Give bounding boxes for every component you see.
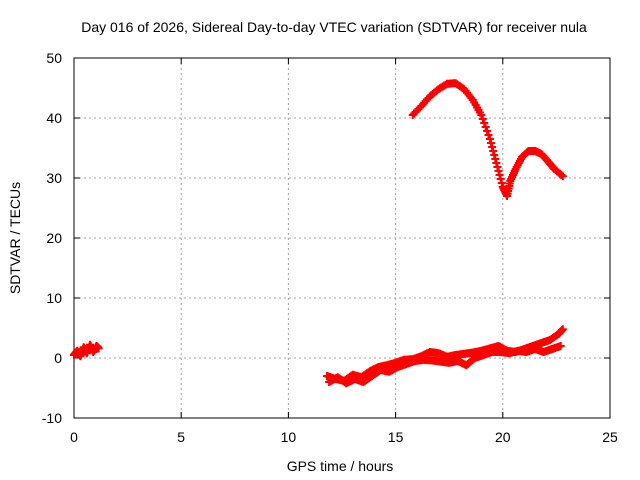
x-axis-tick-labels: 0 5 10 15 20 25: [70, 429, 618, 445]
y-tick-label: 0: [54, 350, 62, 366]
data-point: [485, 135, 494, 143]
y-tick-label: 20: [46, 230, 62, 246]
grid: [74, 58, 610, 418]
axis-ticks: [73, 57, 611, 419]
data-point: [480, 119, 489, 127]
data-point: [558, 325, 567, 334]
y-tick-label: 30: [46, 170, 62, 186]
data-point: [488, 143, 497, 151]
data-point: [483, 127, 492, 135]
data-point: [478, 115, 487, 123]
x-tick-label: 10: [281, 429, 297, 445]
data-point: [496, 175, 505, 183]
data-points: [70, 79, 567, 388]
data-point: [557, 171, 566, 179]
x-tick-label: 5: [177, 429, 185, 445]
data-point: [493, 163, 502, 171]
data-point: [477, 111, 486, 119]
x-tick-label: 25: [602, 429, 618, 445]
data-point: [490, 151, 499, 159]
series-early-cluster: [70, 340, 103, 361]
x-tick-label: 0: [70, 429, 78, 445]
data-point: [491, 155, 500, 163]
series-lower-band-a: [322, 325, 567, 385]
y-tick-label: 40: [46, 110, 62, 126]
y-axis-label: SDTVAR / TECUs: [7, 182, 23, 294]
data-point: [484, 131, 493, 139]
x-axis-label: GPS time / hours: [287, 458, 394, 474]
data-point: [558, 172, 567, 181]
series-lower-band-b: [325, 342, 565, 388]
data-point: [481, 123, 490, 131]
data-point: [497, 179, 506, 187]
x-tick-label: 15: [388, 429, 404, 445]
y-tick-label: -10: [42, 410, 62, 426]
data-point: [94, 344, 103, 353]
data-point: [494, 167, 503, 175]
data-point: [495, 171, 504, 179]
data-point: [487, 139, 496, 147]
y-tick-label: 50: [46, 50, 62, 66]
y-axis-tick-labels: -10 0 10 20 30 40 50: [42, 50, 62, 426]
data-point: [556, 342, 565, 350]
chart-title: Day 016 of 2026, Sidereal Day-to-day VTE…: [81, 19, 587, 35]
series-high-arc: [408, 79, 567, 200]
y-tick-label: 10: [46, 290, 62, 306]
data-point: [489, 147, 498, 155]
data-point: [492, 159, 501, 167]
x-tick-label: 20: [495, 429, 511, 445]
